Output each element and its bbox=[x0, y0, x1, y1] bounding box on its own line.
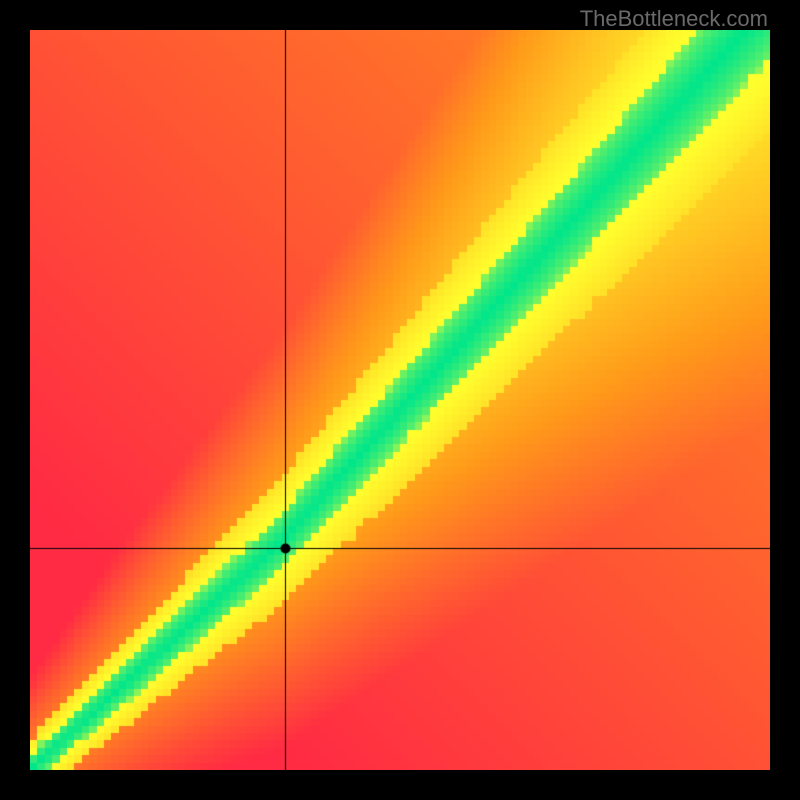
bottleneck-heatmap-container bbox=[30, 30, 770, 770]
bottleneck-heatmap bbox=[30, 30, 770, 770]
watermark-text: TheBottleneck.com bbox=[580, 6, 768, 32]
